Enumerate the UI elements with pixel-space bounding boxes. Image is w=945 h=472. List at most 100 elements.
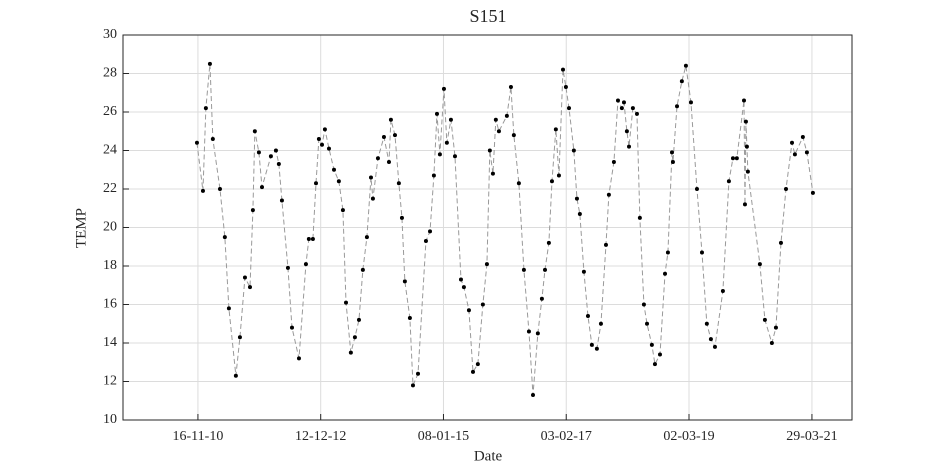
- data-point: [279, 198, 284, 203]
- data-point: [549, 179, 554, 184]
- y-axis-label: TEMP: [73, 208, 89, 248]
- data-point: [800, 135, 805, 140]
- data-point: [331, 167, 336, 172]
- y-tick-label: 14: [103, 335, 117, 350]
- data-point: [381, 135, 386, 140]
- data-point: [663, 271, 668, 276]
- data-point: [804, 150, 809, 155]
- y-tick-label: 26: [103, 104, 117, 119]
- data-point: [504, 113, 509, 118]
- data-point: [594, 346, 599, 351]
- data-point: [484, 262, 489, 267]
- data-point: [624, 129, 629, 134]
- data-point: [217, 187, 222, 191]
- data-point: [741, 98, 746, 103]
- data-point: [589, 342, 594, 347]
- data-point: [437, 152, 442, 157]
- data-point: [530, 392, 535, 397]
- data-point: [273, 148, 278, 153]
- data-point: [708, 337, 713, 342]
- data-point: [448, 117, 453, 122]
- data-point: [276, 161, 281, 166]
- data-point: [615, 98, 620, 103]
- data-point: [744, 144, 749, 149]
- data-point: [461, 285, 466, 290]
- data-point: [207, 61, 212, 66]
- data-point: [778, 240, 783, 245]
- plot-frame: [122, 34, 853, 421]
- data-point: [546, 240, 551, 245]
- data-point: [783, 187, 788, 191]
- data-point: [423, 238, 428, 243]
- data-point: [730, 156, 735, 161]
- data-point: [210, 136, 215, 141]
- data-point: [316, 136, 321, 141]
- x-tick-label: 29-03-21: [786, 429, 837, 444]
- data-point: [577, 212, 582, 217]
- data-point: [428, 229, 433, 234]
- data-point: [556, 173, 561, 178]
- data-point: [563, 84, 568, 89]
- data-point: [581, 269, 586, 274]
- data-point: [699, 250, 704, 255]
- data-point: [416, 371, 421, 376]
- data-point: [542, 267, 547, 272]
- y-tick-label: 12: [103, 374, 117, 389]
- y-tick-label: 30: [103, 27, 117, 42]
- data-point: [480, 302, 485, 307]
- data-point: [627, 144, 632, 149]
- y-tick-label: 24: [103, 143, 117, 158]
- data-point: [310, 237, 315, 242]
- data-point: [256, 150, 261, 155]
- data-point: [233, 373, 238, 378]
- y-tick-label: 28: [103, 66, 117, 81]
- data-point: [521, 267, 526, 272]
- data-point: [370, 196, 375, 201]
- data-point: [313, 181, 318, 186]
- data-point: [742, 202, 747, 207]
- data-point: [704, 321, 709, 326]
- chart-title: S151: [469, 6, 506, 26]
- y-tick-label: 16: [103, 297, 117, 312]
- data-point: [303, 262, 308, 267]
- data-point: [571, 148, 576, 153]
- data-point: [657, 352, 662, 357]
- data-point: [237, 335, 242, 340]
- data-point: [792, 152, 797, 157]
- data-line: [196, 63, 814, 396]
- x-tick-label: 16-11-10: [173, 429, 224, 444]
- data-point: [598, 321, 603, 326]
- data-point: [452, 154, 457, 159]
- data-point: [712, 344, 717, 349]
- data-point: [441, 86, 446, 91]
- data-point: [490, 171, 495, 176]
- data-point: [296, 356, 301, 361]
- data-point: [407, 315, 412, 320]
- data-point: [431, 173, 436, 178]
- data-point: [496, 129, 501, 134]
- data-point: [434, 111, 439, 116]
- data-point: [402, 279, 407, 284]
- data-point: [396, 181, 401, 186]
- data-point: [606, 192, 611, 197]
- data-point: [336, 179, 341, 184]
- data-point: [619, 106, 624, 111]
- data-point: [470, 369, 475, 374]
- y-tick-label: 20: [103, 220, 117, 235]
- data-point: [388, 117, 393, 122]
- data-point: [526, 329, 531, 334]
- data-point: [222, 235, 227, 240]
- data-point: [368, 175, 373, 180]
- data-point: [611, 160, 616, 165]
- data-point: [745, 169, 750, 174]
- data-point: [410, 383, 415, 388]
- x-tick-label: 08-01-15: [418, 429, 469, 444]
- data-point: [652, 362, 657, 367]
- data-point: [319, 142, 324, 147]
- data-point: [535, 331, 540, 336]
- data-point: [645, 321, 650, 326]
- data-point: [560, 67, 565, 72]
- data-point: [226, 306, 231, 311]
- data-point: [343, 300, 348, 305]
- data-point: [683, 63, 688, 68]
